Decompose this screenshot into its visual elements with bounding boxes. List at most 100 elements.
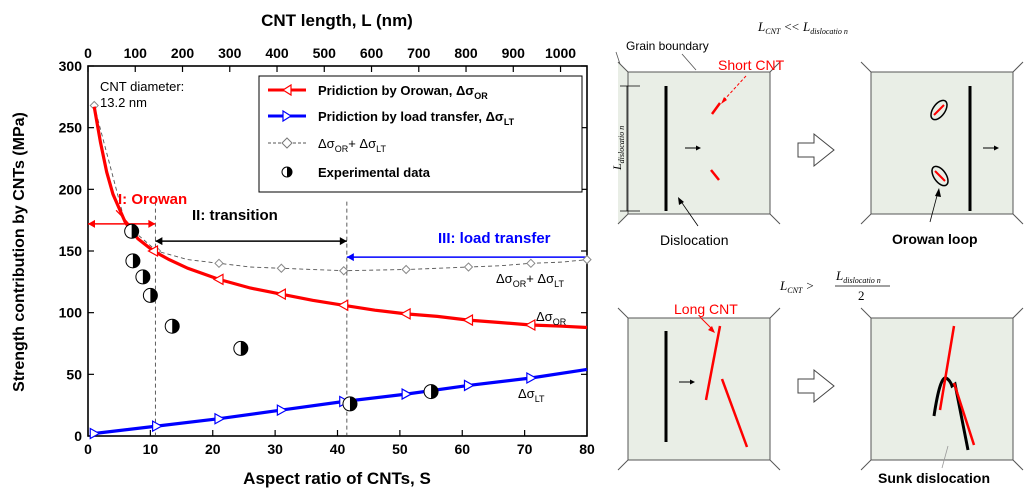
legend-entry-experimental: Experimental data	[281, 165, 431, 180]
region-label-transition: II: transition	[192, 207, 278, 224]
region-label-load-transfer: III: load transfer	[438, 230, 551, 247]
y-tick-label: 100	[59, 305, 83, 321]
series-load-transfer-marker	[526, 372, 538, 385]
legend-entry-orowan: Pridiction by Orowan, ΔσOR	[268, 83, 488, 101]
dislocation-label: Dislocation	[660, 232, 728, 248]
series-load-transfer-marker	[89, 427, 101, 440]
y-tick-label: 50	[66, 366, 82, 382]
svg-text:LCNT>: LCNT >	[779, 278, 814, 295]
region-arrow-transition-head	[339, 237, 347, 246]
experimental-point	[233, 340, 249, 356]
l-dislocation-label: Ldislocatio n	[610, 126, 626, 171]
panel-short-after: Orowan loop	[860, 61, 1024, 247]
equation-long: LCNT > Ldislocatio n 2	[779, 268, 890, 303]
x-tick-label: 0	[84, 441, 92, 457]
panel-long-before: Long CNT	[617, 301, 781, 471]
series-sum-marker	[401, 264, 411, 275]
series-load-transfer-marker	[401, 388, 413, 401]
mechanism-diagram: LCNT << Ldislocatio n LCNT > Ldislocatio n …	[610, 19, 1024, 486]
series-load-transfer-marker	[214, 412, 226, 425]
long-cnt-label: Long CNT	[674, 301, 738, 317]
series-sum-marker	[339, 266, 349, 276]
top-tick-label: 200	[171, 45, 195, 61]
series-orowan-marker	[524, 318, 536, 332]
series-orowan-marker	[212, 273, 224, 286]
series-sum-marker	[526, 258, 536, 269]
region-arrow-load-transfer-head	[346, 253, 354, 262]
sunk-dislocation-label: Sunk dislocation	[878, 470, 990, 486]
y-tick-label: 200	[59, 181, 83, 197]
top-tick-label: 0	[84, 45, 92, 61]
y-tick-label: 250	[59, 120, 83, 136]
y-axis-title: Strength contribution by CNTs (MPa)	[11, 112, 28, 392]
series-sum-marker	[582, 254, 592, 265]
x-tick-label: 80	[579, 441, 595, 457]
svg-text:2: 2	[858, 288, 865, 303]
top-tick-label: 500	[313, 45, 337, 61]
experimental-point	[124, 223, 140, 239]
top-tick-label: 600	[360, 45, 384, 61]
grain-boundary-label: Grain boundary	[626, 39, 709, 53]
curve-label-load-transfer: ΔσLT	[518, 386, 545, 404]
experimental-point	[125, 253, 141, 269]
series-orowan-marker	[399, 307, 411, 320]
curve-label-orowan: ΔσOR	[536, 309, 567, 327]
series-load-transfer-marker	[276, 404, 288, 417]
x-axis-title: Aspect ratio of CNTs, S	[243, 469, 431, 488]
series-load-transfer-marker	[152, 420, 163, 433]
diameter-note-line1: CNT diameter:	[100, 79, 184, 94]
svg-text:Ldislocatio n: Ldislocatio n	[835, 268, 881, 285]
experimental-point	[142, 287, 158, 303]
x-tick-label: 40	[330, 441, 346, 457]
top-axis-title: CNT length, L (nm)	[261, 11, 413, 30]
equation-short: LCNT << Ldislocatio n	[757, 19, 848, 36]
svg-text:Pridiction by load transfer, Δ: Pridiction by load transfer, ΔσLT	[318, 109, 515, 127]
x-tick-label: 10	[143, 441, 159, 457]
panel-short-before: Ldislocatio n Grain boundary Short CNT D…	[610, 39, 785, 248]
experimental-point	[164, 318, 180, 334]
series-orowan-marker	[462, 314, 474, 327]
legend-entry-sum: ΔσOR+ ΔσLT	[268, 136, 386, 154]
region-arrow-orowan-tail	[88, 219, 95, 228]
top-tick-label: 400	[265, 45, 289, 61]
series-orowan-line	[92, 106, 588, 330]
x-tick-label: 30	[267, 441, 283, 457]
diameter-note-line2: 13.2 nm	[100, 95, 147, 110]
svg-text:ΔσOR+ ΔσLT: ΔσOR+ ΔσLT	[318, 136, 386, 154]
curve-label-sum: ΔσOR+ ΔσLT	[496, 271, 564, 289]
panel-long-after: Sunk dislocation	[860, 307, 1024, 486]
top-tick-label: 700	[407, 45, 431, 61]
arrow-icon-bottom	[797, 368, 835, 404]
series-load-transfer-marker	[463, 379, 475, 392]
series-sum-marker	[463, 262, 474, 272]
top-tick-label: 100	[124, 45, 148, 61]
legend: Pridiction by Orowan, ΔσOR Pridiction by…	[258, 75, 583, 193]
top-tick-label: 900	[502, 45, 526, 61]
experimental-point	[423, 384, 439, 400]
x-tick-label: 50	[392, 441, 408, 457]
series-orowan-marker	[275, 288, 286, 301]
region-arrow-transition-tail	[155, 237, 163, 246]
y-tick-label: 0	[74, 428, 82, 444]
orowan-loop-label: Orowan loop	[892, 231, 978, 247]
x-tick-label: 20	[205, 441, 221, 457]
top-tick-label: 800	[454, 45, 478, 61]
y-tick-label: 150	[59, 243, 83, 259]
experimental-point	[342, 396, 358, 412]
svg-text:Pridiction by Orowan, ΔσOR: Pridiction by Orowan, ΔσOR	[318, 83, 488, 101]
top-tick-label: 300	[218, 45, 242, 61]
experimental-point	[135, 269, 151, 285]
series-orowan-marker	[147, 244, 159, 258]
top-tick-label: 1000	[545, 45, 576, 61]
region-arrow-orowan-head	[148, 219, 156, 228]
svg-text:Experimental data: Experimental data	[318, 165, 431, 180]
series-layer	[89, 100, 592, 440]
series-sum-marker	[276, 263, 287, 273]
series-sum-marker	[214, 258, 224, 269]
short-cnt-label: Short CNT	[718, 57, 785, 73]
arrow-icon-top	[797, 132, 835, 168]
series-orowan-marker	[337, 299, 349, 312]
x-tick-label: 60	[454, 441, 470, 457]
x-tick-label: 70	[517, 441, 533, 457]
